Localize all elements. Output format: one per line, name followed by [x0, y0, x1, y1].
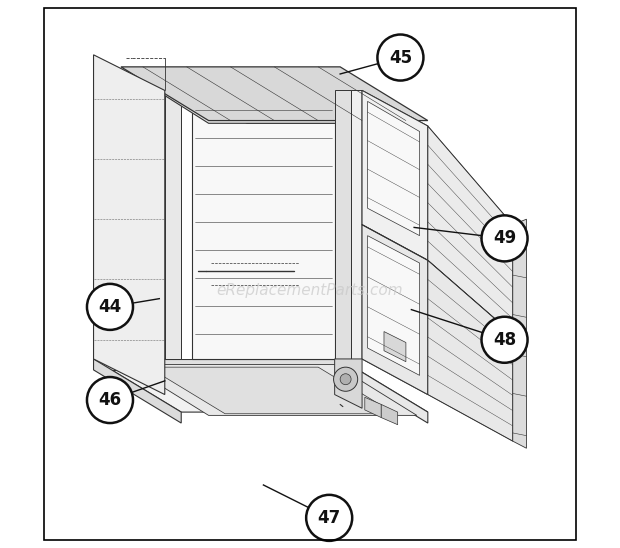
Polygon shape — [126, 71, 417, 123]
Text: 45: 45 — [389, 49, 412, 66]
Polygon shape — [365, 397, 381, 418]
Polygon shape — [368, 101, 420, 236]
Polygon shape — [126, 364, 417, 415]
Circle shape — [482, 317, 528, 363]
Polygon shape — [192, 90, 335, 359]
Polygon shape — [362, 90, 428, 260]
Polygon shape — [513, 219, 526, 448]
Text: 46: 46 — [99, 391, 122, 409]
Polygon shape — [94, 359, 340, 370]
Circle shape — [378, 35, 423, 81]
Text: 47: 47 — [317, 509, 341, 527]
Polygon shape — [368, 236, 420, 375]
Polygon shape — [181, 90, 192, 359]
Polygon shape — [428, 260, 513, 441]
Circle shape — [482, 215, 528, 261]
Polygon shape — [384, 332, 406, 362]
Polygon shape — [362, 225, 428, 395]
Polygon shape — [94, 55, 165, 395]
Polygon shape — [148, 367, 395, 414]
Polygon shape — [340, 359, 428, 423]
Text: eReplacementParts.com: eReplacementParts.com — [216, 283, 404, 298]
Text: 48: 48 — [493, 331, 516, 349]
Circle shape — [87, 284, 133, 330]
Polygon shape — [351, 90, 362, 359]
Circle shape — [306, 495, 352, 541]
Polygon shape — [335, 90, 351, 359]
Polygon shape — [165, 71, 335, 90]
Polygon shape — [362, 90, 428, 395]
Circle shape — [334, 367, 358, 391]
Polygon shape — [428, 126, 513, 334]
Circle shape — [340, 374, 351, 385]
Text: 49: 49 — [493, 230, 516, 247]
Polygon shape — [165, 71, 417, 123]
Polygon shape — [121, 67, 428, 121]
Text: 44: 44 — [99, 298, 122, 316]
Polygon shape — [335, 359, 362, 408]
Polygon shape — [381, 404, 397, 425]
Polygon shape — [165, 90, 181, 359]
Polygon shape — [94, 359, 181, 423]
Polygon shape — [94, 359, 428, 412]
Circle shape — [87, 377, 133, 423]
